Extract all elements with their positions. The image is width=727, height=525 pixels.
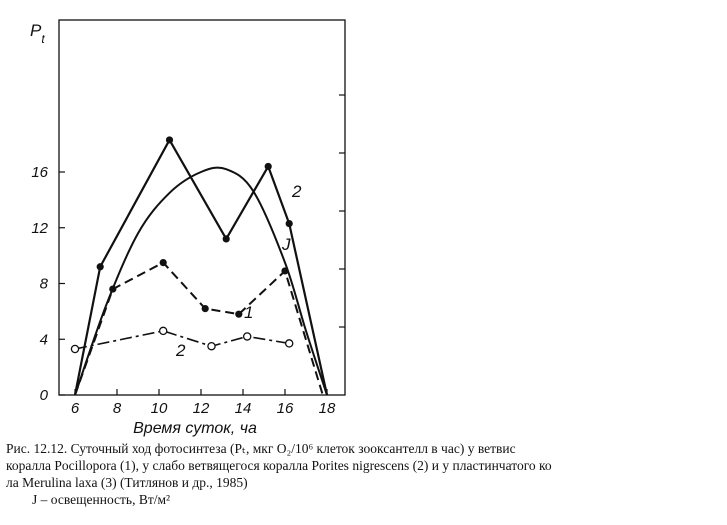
series-markers bbox=[70, 136, 294, 354]
series-3-point bbox=[70, 344, 80, 354]
series-2-line bbox=[74, 261, 324, 396]
caption-line-3: ла Merulina laxa (3) (Титлянов и др., 19… bbox=[6, 475, 248, 490]
caption-line-1: Рис. 12.12. Суточный ход фотосинтеза (Pₜ… bbox=[6, 441, 516, 456]
x-tick-label: 16 bbox=[277, 400, 294, 417]
series-1-point bbox=[264, 162, 272, 171]
figure-caption: Рис. 12.12. Суточный ход фотосинтеза (Pₜ… bbox=[6, 440, 722, 522]
series-2-point bbox=[159, 258, 167, 267]
series-2-label: 1 bbox=[244, 303, 253, 322]
x-tick-label: 14 bbox=[235, 400, 252, 417]
x-tick-labels: 6 8 10 12 14 16 18 bbox=[71, 400, 336, 417]
series-lines bbox=[73, 138, 329, 396]
series-labels: 2 1 2 J bbox=[175, 182, 302, 360]
y-tick-label: 8 bbox=[40, 276, 49, 293]
x-axis-label: Время суток, ча bbox=[133, 420, 257, 437]
series-4-label: J bbox=[281, 235, 291, 254]
caption-line-4: J – освещенность, Вт/м² bbox=[32, 492, 171, 507]
series-3-label: 2 bbox=[175, 341, 186, 360]
series-1-point bbox=[222, 235, 230, 243]
series-3-point bbox=[207, 341, 216, 351]
caption-line-2: коралла Pocillopora (1), у слабо ветвяще… bbox=[6, 458, 552, 473]
series-4-line bbox=[74, 166, 328, 396]
series-2-point bbox=[281, 267, 289, 275]
x-tick-label: 18 bbox=[319, 400, 336, 417]
series-2-point bbox=[201, 304, 209, 313]
series-1-point bbox=[165, 136, 174, 144]
y-tick-label: 0 bbox=[40, 387, 49, 404]
series-2-point bbox=[235, 310, 243, 318]
series-1-label: 2 bbox=[291, 182, 302, 201]
series-1-point bbox=[285, 219, 293, 228]
x-tick-label: 8 bbox=[113, 400, 122, 417]
x-tick-label: 10 bbox=[151, 400, 168, 417]
y-tick-label: 4 bbox=[40, 331, 48, 348]
chart-axes bbox=[58, 19, 346, 396]
y-tick-label: 16 bbox=[31, 164, 48, 181]
x-tick-label: 12 bbox=[193, 400, 210, 417]
series-3-point bbox=[284, 339, 294, 348]
y-axis-label: Pt bbox=[30, 21, 45, 46]
y-tick-label: 12 bbox=[31, 220, 48, 237]
y-tick-labels: 0 4 8 12 16 bbox=[31, 164, 48, 404]
series-1-point bbox=[96, 263, 104, 271]
plot-frame bbox=[58, 19, 346, 396]
series-3-point bbox=[158, 326, 168, 336]
series-1-line bbox=[73, 138, 329, 396]
series-2-point bbox=[109, 285, 117, 293]
series-3-point bbox=[242, 332, 252, 341]
x-tick-label: 6 bbox=[71, 400, 80, 417]
